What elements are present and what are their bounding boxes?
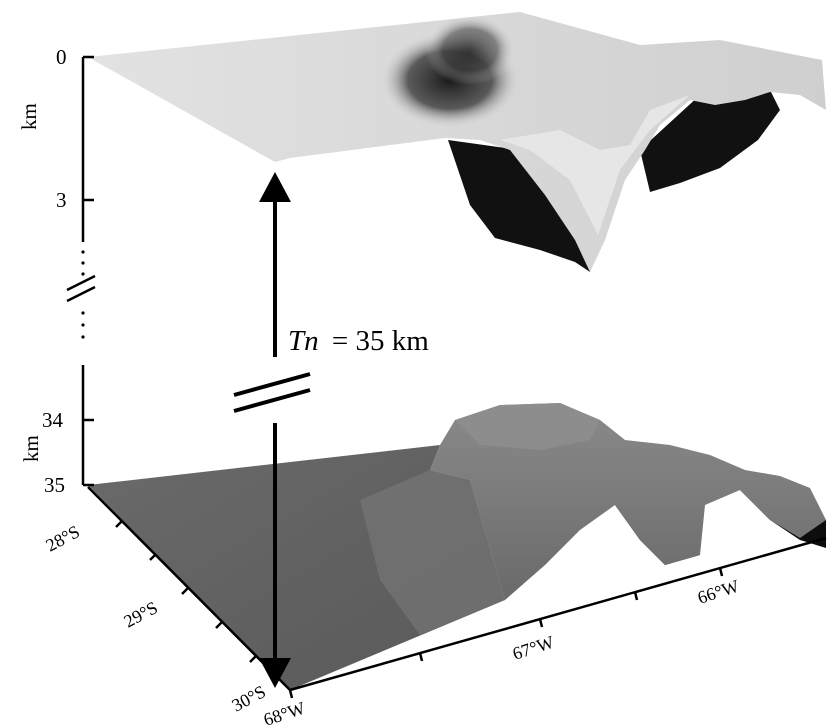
tn-arrow-head-up	[259, 172, 291, 202]
tn-break-mark-2	[233, 388, 311, 413]
upper-surface-shadow-west	[448, 140, 600, 272]
map-axes	[87, 486, 827, 699]
lon-tick-67	[538, 618, 544, 628]
tn-break-mark-1	[233, 372, 311, 397]
lat-label-28: 28°S	[42, 521, 82, 555]
tick-label-34: 34	[42, 408, 64, 432]
lat-tick-mid2	[215, 621, 223, 629]
upper-surface-shadow-east	[640, 90, 780, 192]
upper-surface-dark-band-2	[425, 15, 515, 85]
lower-surface	[88, 403, 826, 690]
lon-label-68: 68°W	[261, 698, 307, 728]
tick-label-0: 0	[56, 45, 67, 69]
tick-label-3: 3	[56, 188, 67, 212]
lat-tick-29	[181, 587, 189, 595]
lower-surface-front-shade	[360, 470, 505, 635]
lon-label-66: 66°W	[695, 576, 741, 608]
lon-tick-68	[288, 689, 294, 699]
axis-dots	[81, 250, 85, 339]
lat-tick-28	[115, 520, 123, 528]
axis-unit-lower: km	[19, 435, 43, 462]
tn-symbol: Tn	[288, 325, 319, 357]
lon-tick-66	[718, 567, 724, 577]
lon-tick-mid2	[633, 591, 639, 601]
axis-unit-upper: km	[17, 103, 41, 130]
vertical-axis	[66, 55, 96, 487]
lat-label-29: 29°S	[120, 597, 160, 631]
tn-arrow	[233, 172, 311, 688]
lon-label-67: 67°W	[510, 632, 556, 664]
axis-break-mark-2	[66, 285, 96, 303]
longitude-axis	[289, 536, 827, 692]
upper-surface-plane	[88, 12, 826, 272]
tick-label-35: 35	[44, 473, 65, 497]
tn-label: Tn = 35 km	[288, 325, 429, 357]
upper-surface	[88, 12, 826, 272]
lower-surface-ridge-highlight	[455, 403, 600, 450]
lat-tick-mid1	[149, 554, 156, 561]
upper-surface-fold	[500, 95, 690, 235]
lower-surface-ridge	[430, 403, 826, 600]
lon-tick-mid1	[418, 652, 424, 662]
axis-break-mark-1	[66, 274, 96, 292]
lat-tick-30	[249, 655, 257, 663]
tn-value: = 35 km	[332, 325, 429, 357]
